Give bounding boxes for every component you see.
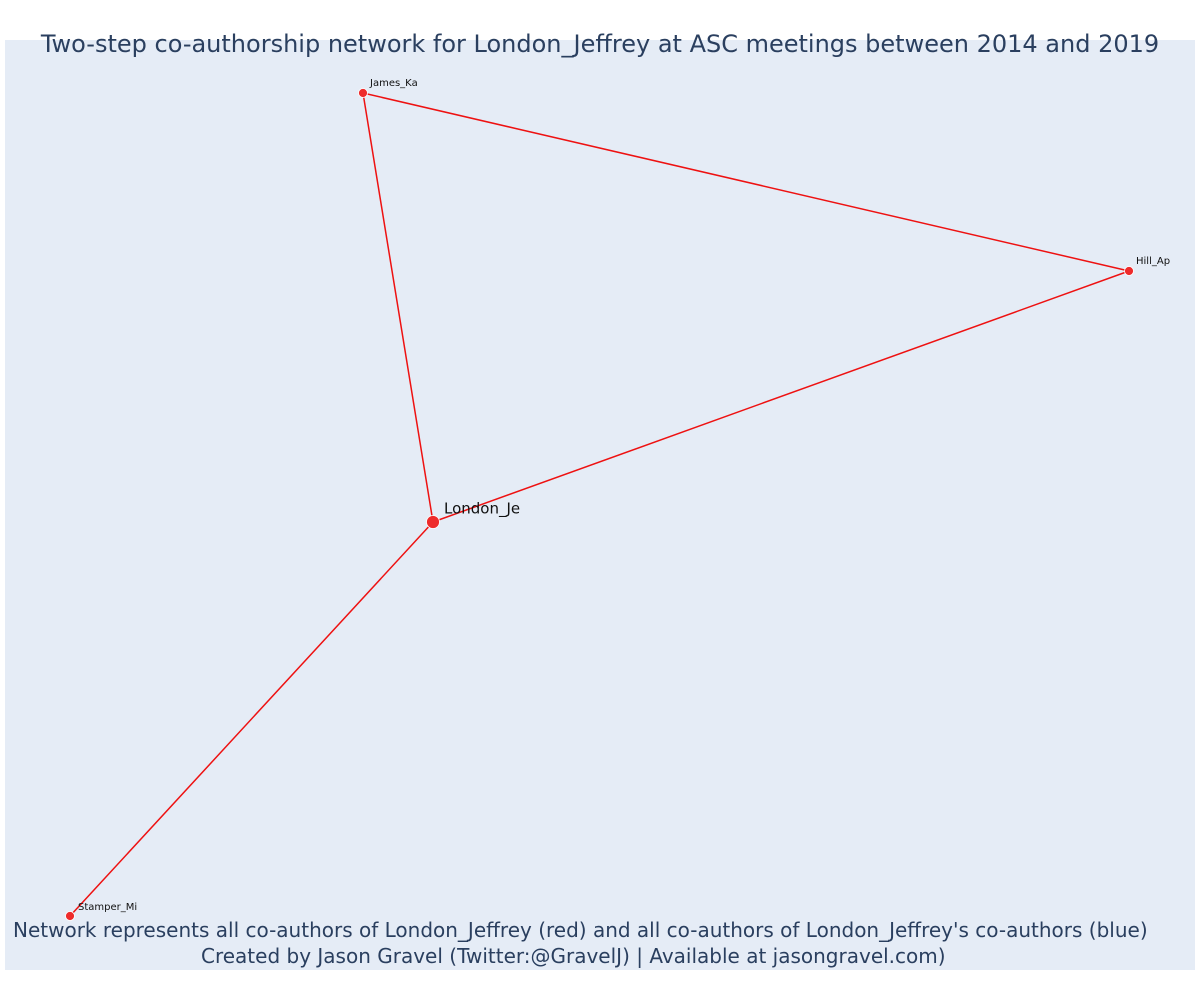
labels-layer: London_Je James_Ka Hill_Ap Stamper_Mi <box>78 78 1170 913</box>
chart-title: Two-step co-authorship network for Londo… <box>40 30 1160 58</box>
edge-london-stamper <box>69 521 434 917</box>
edges-layer <box>69 92 1130 917</box>
plot-area <box>5 40 1195 970</box>
nodes-layer <box>65 88 1134 921</box>
caption-line-1: Network represents all co-authors of Lon… <box>13 918 1148 942</box>
edge-james-hill <box>362 92 1130 272</box>
node-label-london: London_Je <box>444 500 520 519</box>
node-james[interactable] <box>358 88 368 98</box>
edge-london-james <box>362 92 434 523</box>
node-stamper[interactable] <box>65 911 75 921</box>
caption-line-2: Created by Jason Gravel (Twitter:@Gravel… <box>201 944 946 968</box>
node-label-hill: Hill_Ap <box>1136 256 1170 267</box>
node-label-james: James_Ka <box>369 78 418 89</box>
node-label-stamper: Stamper_Mi <box>78 902 137 913</box>
node-hill[interactable] <box>1124 266 1134 276</box>
edge-london-hill <box>432 270 1130 523</box>
node-london[interactable] <box>426 515 440 529</box>
